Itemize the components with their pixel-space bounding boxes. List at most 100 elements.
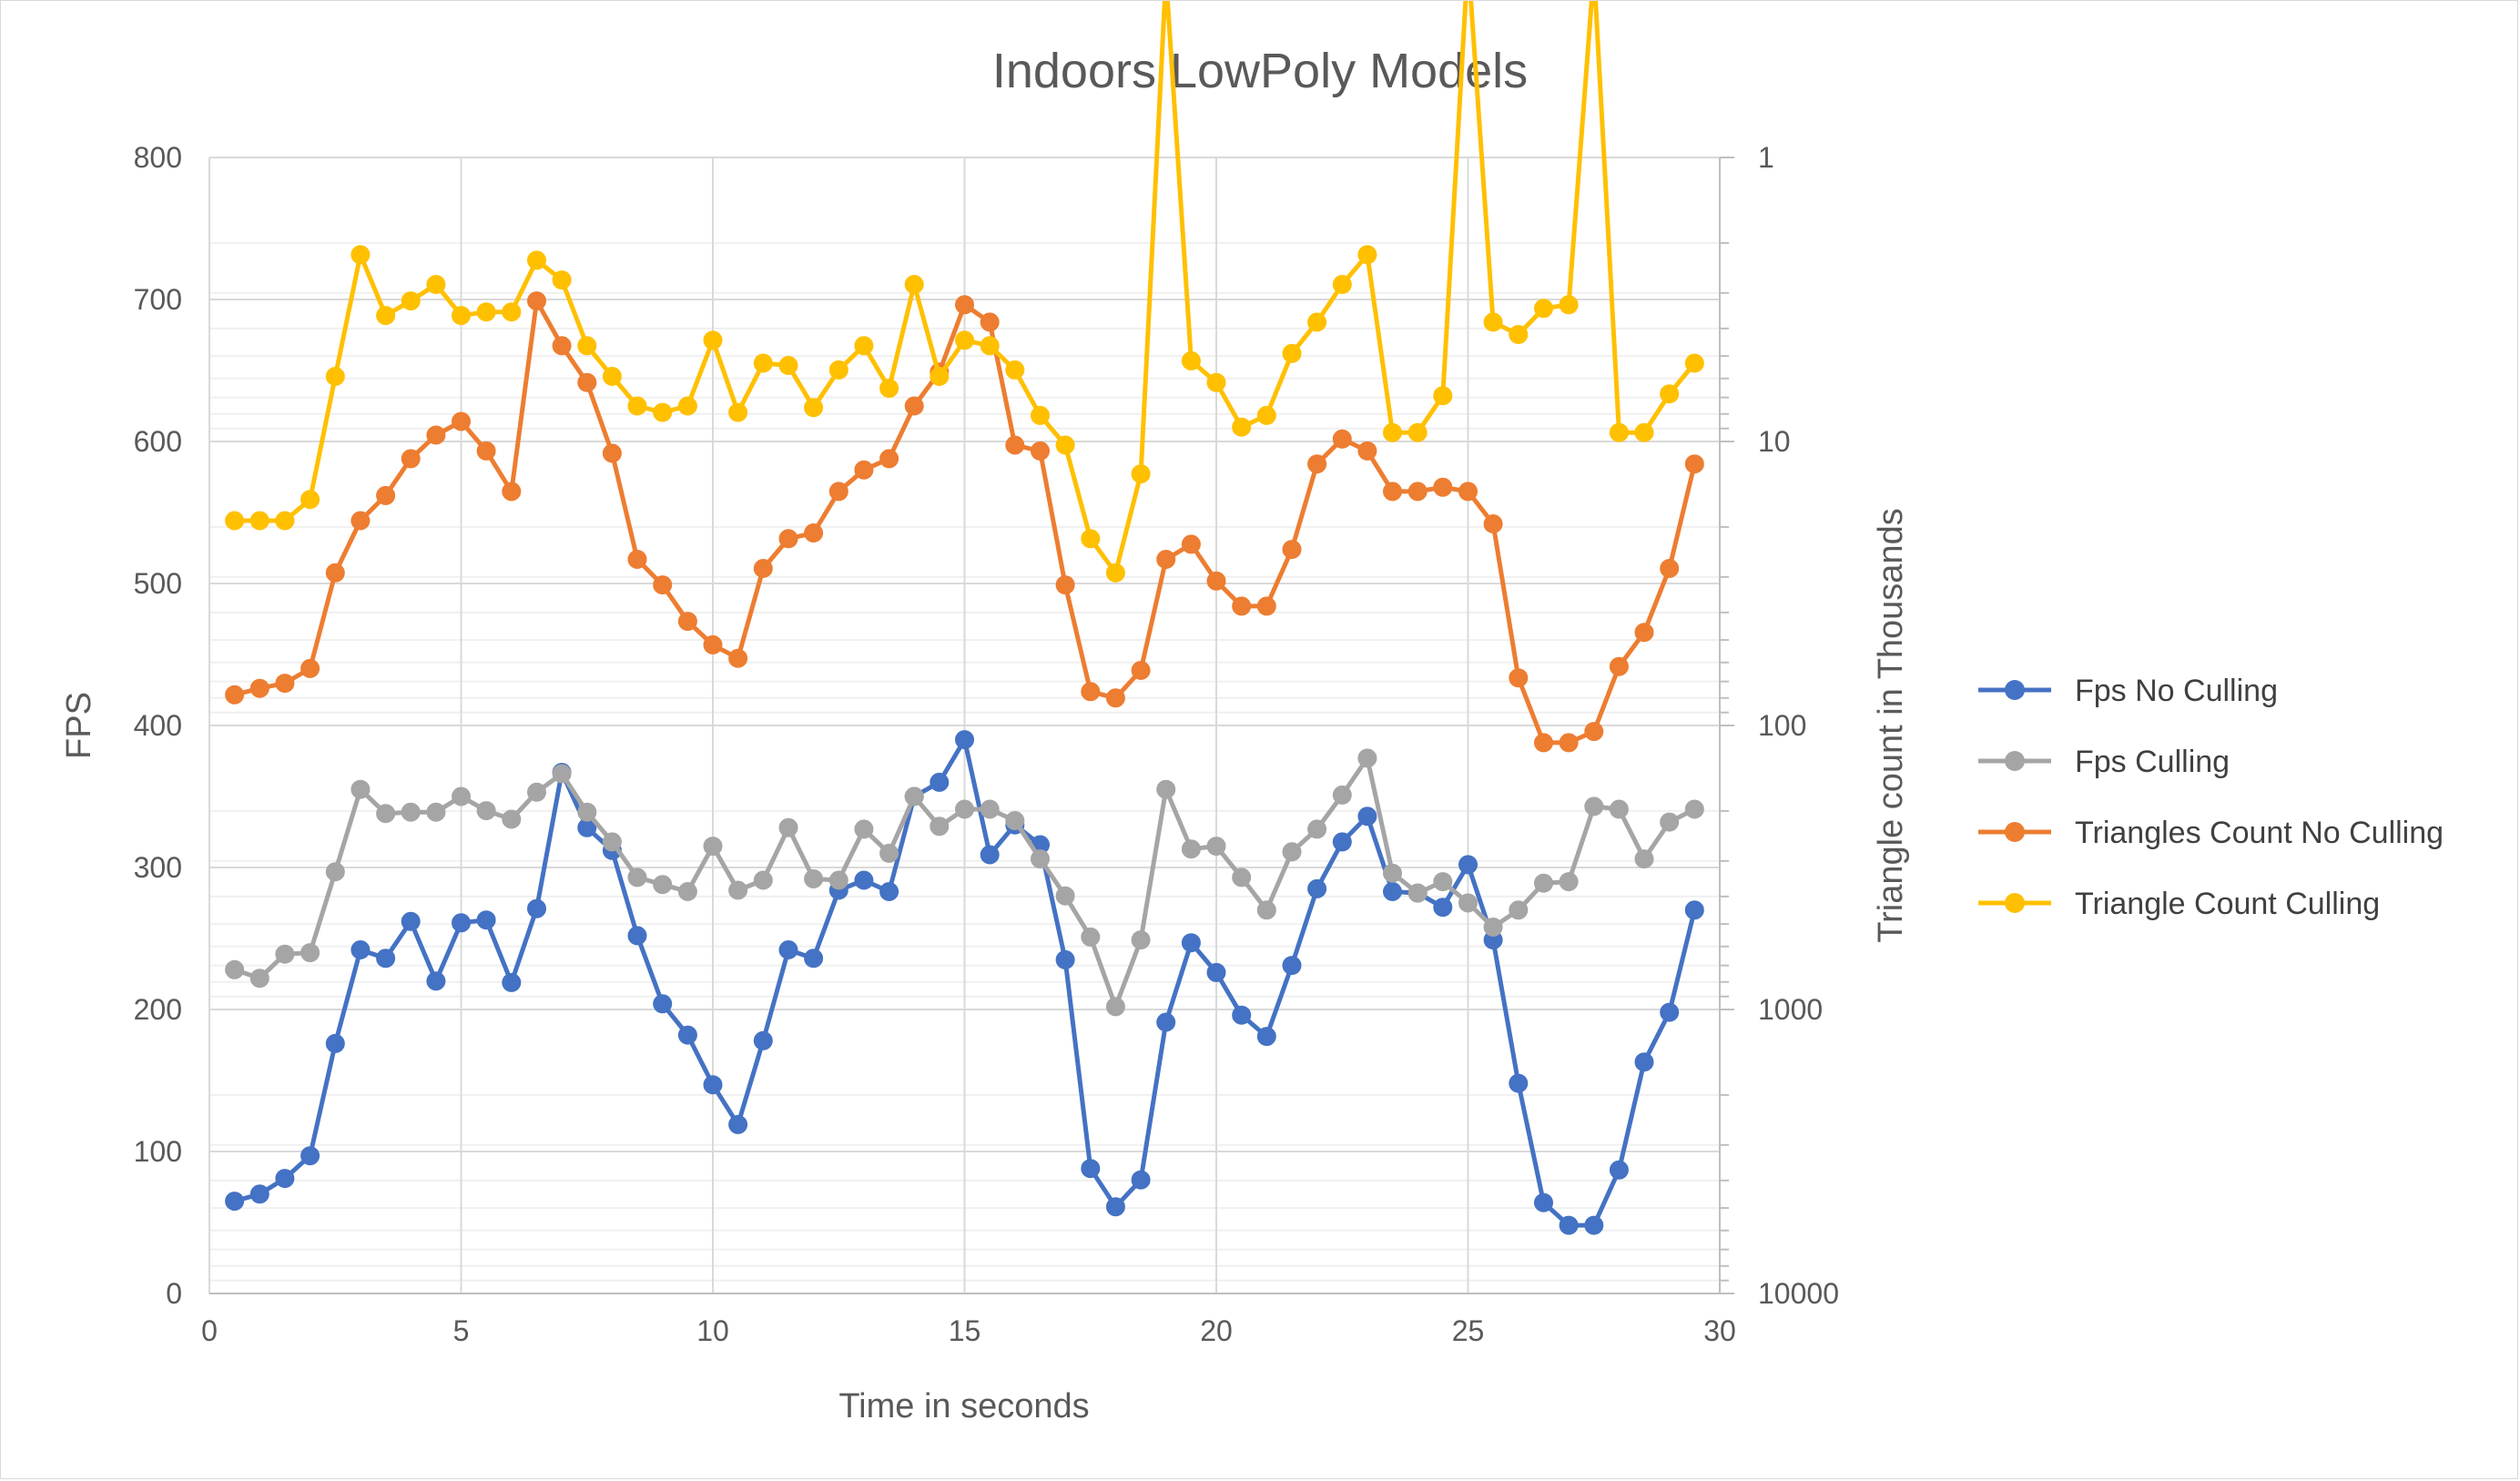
legend: Fps No Culling Fps Culling Triangles Count… [1978, 674, 2444, 921]
data-point [1232, 596, 1252, 616]
data-point [1105, 1197, 1125, 1217]
data-point [577, 336, 597, 356]
data-point [401, 291, 421, 311]
y-tick-label: 100 [134, 1135, 182, 1168]
data-point [1609, 799, 1629, 819]
data-point [1156, 779, 1176, 799]
data-point [325, 862, 345, 882]
data-point [804, 398, 824, 418]
data-point [1332, 429, 1352, 449]
data-point [1584, 1215, 1604, 1235]
data-point [854, 870, 874, 890]
x-tick-label: 25 [1452, 1314, 1485, 1347]
legend-item: Triangle Count Culling [1978, 887, 2380, 921]
data-point [1307, 312, 1327, 332]
data-point [955, 730, 974, 750]
series-group [225, 1, 1704, 583]
data-point [527, 250, 546, 270]
data-point [1407, 482, 1428, 502]
data-point [627, 550, 647, 569]
x-tick-label: 10 [696, 1314, 729, 1347]
data-point [1559, 295, 1579, 315]
data-point [753, 870, 773, 890]
data-point [351, 940, 371, 959]
x-axis-title: Time in seconds [838, 1387, 1089, 1425]
data-point [1383, 482, 1402, 502]
data-point [1609, 422, 1629, 442]
data-point [1105, 997, 1125, 1017]
data-point [703, 634, 723, 654]
data-point [1131, 1170, 1151, 1190]
data-point [1357, 245, 1377, 265]
data-point [728, 402, 748, 422]
data-point [955, 799, 974, 819]
data-point [653, 875, 673, 895]
data-point [351, 779, 371, 799]
data-point [904, 786, 924, 806]
data-point [1206, 962, 1226, 982]
legend-swatch-marker [2005, 822, 2025, 842]
data-point [879, 449, 899, 469]
data-point [502, 809, 522, 829]
x-tick-label: 0 [201, 1314, 218, 1347]
series-layer [225, 1, 1704, 1235]
data-point [1256, 1027, 1276, 1047]
data-point [1559, 1215, 1579, 1235]
grid-layer [208, 157, 1721, 1294]
data-point [854, 336, 874, 356]
legend-item: Fps Culling [1978, 745, 2230, 779]
data-point [703, 1075, 723, 1095]
data-point [1282, 540, 1302, 560]
data-point [627, 396, 647, 416]
data-point [1383, 882, 1402, 901]
data-point [476, 910, 496, 930]
data-point [627, 867, 647, 888]
data-point [1256, 900, 1276, 920]
data-point [627, 926, 647, 946]
data-point [1357, 441, 1377, 461]
data-point [376, 485, 396, 505]
legend-swatch-marker [2005, 893, 2025, 913]
data-point [1256, 405, 1276, 425]
data-point [930, 367, 950, 386]
data-point [225, 511, 245, 531]
series-group [225, 291, 1704, 753]
data-point [577, 802, 597, 822]
data-point [1407, 422, 1428, 442]
data-point [376, 306, 396, 326]
y2-tick-label: 1 [1758, 141, 1774, 174]
data-point [1206, 372, 1226, 392]
data-point [275, 674, 295, 694]
data-point [1534, 299, 1553, 319]
data-point [1609, 1160, 1629, 1180]
data-point [828, 360, 848, 380]
data-point [778, 529, 798, 549]
data-point [249, 678, 269, 698]
data-point [1559, 733, 1579, 753]
data-point [1055, 886, 1075, 906]
data-point [879, 379, 899, 399]
data-point [1307, 454, 1327, 474]
data-point [1156, 1012, 1176, 1032]
data-point [1282, 842, 1302, 862]
data-point [703, 330, 723, 350]
y-tick-label: 800 [134, 141, 182, 174]
y2-tick-label: 10000 [1758, 1277, 1839, 1310]
data-point [1131, 661, 1151, 680]
y-tick-label: 400 [134, 709, 182, 742]
data-point [426, 971, 446, 991]
legend-swatch-marker [2005, 680, 2025, 700]
data-point [677, 1025, 697, 1045]
data-point [1509, 1073, 1529, 1093]
data-point [1055, 949, 1075, 969]
data-point [300, 658, 320, 678]
data-point [527, 291, 546, 311]
data-point [1383, 863, 1402, 883]
data-point [602, 832, 622, 852]
data-point [1660, 384, 1680, 404]
data-point [225, 959, 245, 979]
data-point [1509, 668, 1529, 688]
data-point [1458, 855, 1478, 875]
data-point [980, 312, 1000, 332]
data-point [828, 482, 848, 502]
